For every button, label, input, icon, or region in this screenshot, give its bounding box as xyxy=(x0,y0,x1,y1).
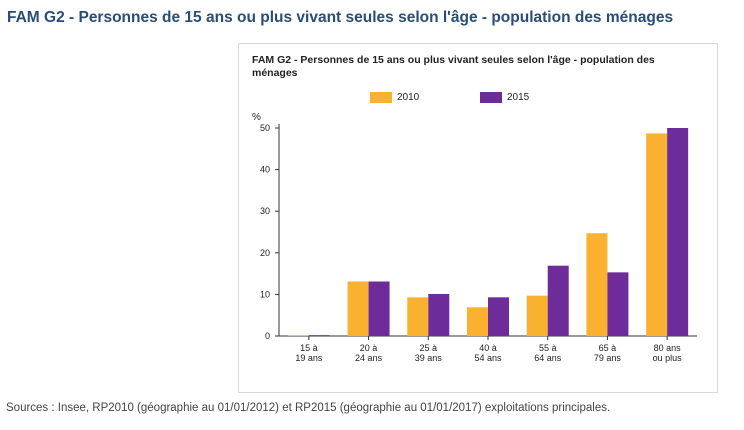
x-tick-label: 40 à xyxy=(479,343,497,353)
x-tick-label: 80 ans xyxy=(654,343,682,353)
bar-2015-0 xyxy=(308,335,330,336)
x-tick-label: 25 à xyxy=(420,343,438,353)
bar-2010-0 xyxy=(287,335,309,336)
chart-bars xyxy=(287,128,689,336)
x-tick-label: 55 à xyxy=(539,343,557,353)
bar-2015-3 xyxy=(488,297,509,336)
bar-2015-5 xyxy=(607,272,629,336)
x-tick-label: 64 ans xyxy=(534,353,562,363)
y-tick-labels: 0 10 20 30 40 50 xyxy=(260,123,279,341)
y-tick-label: 10 xyxy=(260,289,270,299)
y-tick-label: 50 xyxy=(260,123,270,133)
x-tick-label: 20 à xyxy=(360,343,378,353)
bar-2010-4 xyxy=(526,295,548,336)
x-tick-label: 24 ans xyxy=(355,353,383,363)
x-tick-label: 15 à xyxy=(300,343,318,353)
chart-title: FAM G2 - Personnes de 15 ans ou plus viv… xyxy=(252,54,655,79)
x-tick-labels: 15 à19 ans 20 à24 ans 25 à39 ans 40 à54 ans… xyxy=(295,336,682,363)
bar-2010-3 xyxy=(467,307,488,336)
legend-label-2015: 2015 xyxy=(507,91,530,103)
x-tick-label: 79 ans xyxy=(594,353,622,363)
x-tick-label: 39 ans xyxy=(415,353,443,363)
bar-2015-2 xyxy=(428,293,450,336)
y-tick-label: 0 xyxy=(265,331,270,341)
bar-2015-1 xyxy=(368,281,390,336)
y-tick-label: 40 xyxy=(260,165,270,175)
legend-swatch-2010 xyxy=(370,91,392,103)
x-tick-label: 54 ans xyxy=(474,353,502,363)
legend-item-2015[interactable]: 2015 xyxy=(480,91,529,103)
bar-2010-2 xyxy=(407,297,429,336)
bar-2010-1 xyxy=(347,281,369,336)
legend-item-2010[interactable]: 2010 xyxy=(370,91,419,103)
bar-2015-4 xyxy=(547,265,569,336)
page-title: FAM G2 - Personnes de 15 ans ou plus viv… xyxy=(7,9,674,26)
bar-2015-6 xyxy=(667,128,689,336)
sources-note: Sources : Insee, RP2010 (géographie au 0… xyxy=(6,402,611,414)
y-tick-label: 20 xyxy=(260,248,270,258)
x-tick-label: 19 ans xyxy=(295,353,323,363)
y-axis-label: % xyxy=(252,112,261,123)
y-tick-label: 30 xyxy=(260,206,270,216)
bar-2010-5 xyxy=(586,233,608,336)
legend-swatch-2015 xyxy=(480,91,502,103)
legend-label-2010: 2010 xyxy=(397,91,420,103)
x-tick-label: 65 à xyxy=(599,343,617,353)
bar-chart: % 15 à19 ans 20 à24 ans 25 à39 ans 40 à54 a… xyxy=(252,112,697,363)
chart-container: FAM G2 - Personnes de 15 ans ou plus viv… xyxy=(238,43,718,393)
x-tick-label: ou plus xyxy=(653,353,683,363)
bar-2010-6 xyxy=(646,133,668,336)
